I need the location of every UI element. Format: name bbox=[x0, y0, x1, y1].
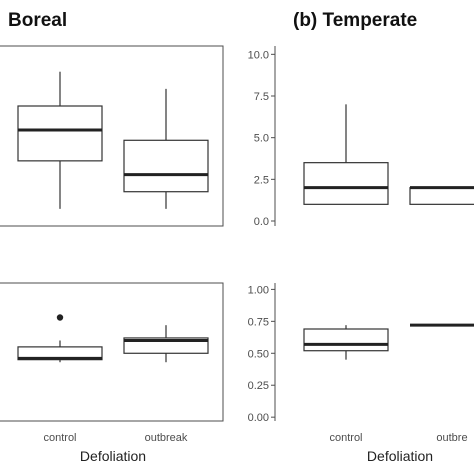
panel-frame-boreal-bottom bbox=[0, 282, 224, 422]
y-tick-label: 0.00 bbox=[248, 412, 269, 424]
panel-frame-boreal-top bbox=[0, 45, 224, 227]
panel-title-boreal: Boreal bbox=[8, 10, 67, 31]
chart-marks: 0.0 2.5 5.0 7.5 10.0 0.00 0.25 0.50 0.75 1.00 bbox=[17, 49, 474, 424]
y-tick-label: 2.5 bbox=[254, 174, 269, 186]
panel-title-temperate: (b) Temperate bbox=[293, 10, 417, 31]
y-tick-label: 7.5 bbox=[254, 91, 269, 103]
box-iqr bbox=[409, 187, 474, 205]
x-tick-label: outbre bbox=[436, 432, 467, 444]
box-iqr bbox=[17, 105, 103, 162]
box-outlier-point bbox=[56, 314, 64, 321]
x-tick-label: control bbox=[329, 432, 362, 444]
box-iqr bbox=[123, 139, 209, 193]
box-iqr bbox=[303, 162, 389, 205]
x-tick-label: outbreak bbox=[145, 432, 188, 444]
y-tick-label: 0.75 bbox=[248, 316, 269, 328]
y-tick-label: 0.0 bbox=[254, 216, 269, 228]
y-tick-label: 10.0 bbox=[248, 49, 269, 61]
y-tick-label: 5.0 bbox=[254, 133, 269, 145]
box-iqr bbox=[303, 328, 389, 352]
x-axis-title: Defoliation bbox=[80, 448, 146, 464]
y-tick-label: 0.25 bbox=[248, 380, 269, 392]
x-axis-title: Defoliation bbox=[367, 448, 433, 464]
y-tick-label: 0.50 bbox=[248, 348, 269, 360]
y-tick-label: 1.00 bbox=[248, 284, 269, 296]
x-tick-label: control bbox=[43, 432, 76, 444]
